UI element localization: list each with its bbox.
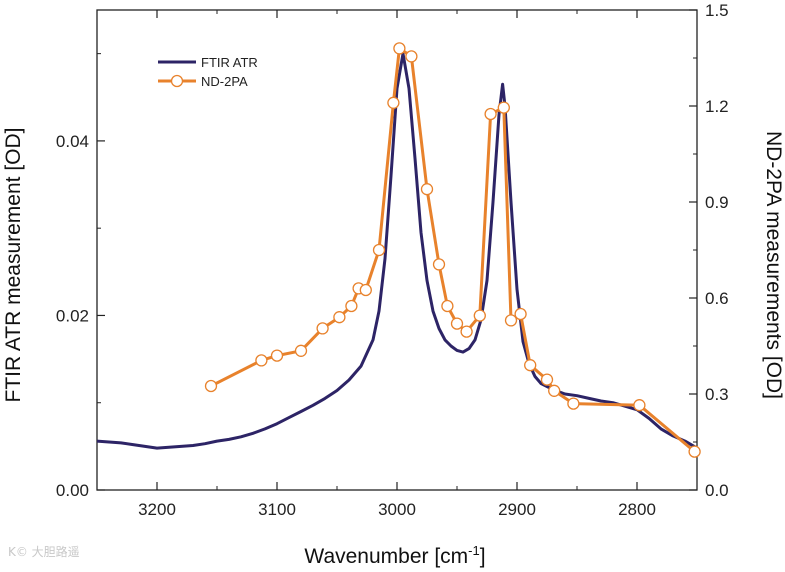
nd2pa-point (460, 325, 473, 338)
nd2pa-point (514, 307, 527, 321)
x-tick-label: 3000 (378, 500, 416, 519)
nd2pa-point (393, 42, 406, 55)
nd2pa-point (497, 101, 510, 114)
x-tick-label: 3200 (138, 500, 176, 519)
nd2pa-point (540, 373, 554, 386)
series-layer (96, 42, 701, 458)
watermark-text: K© 大胆路遥 (8, 544, 80, 559)
nd2pa-point (688, 445, 701, 458)
y-left-tick-label: 0.00 (56, 481, 89, 500)
y-right-tick-label: 0.6 (705, 289, 729, 308)
nd2pa-point (548, 384, 561, 397)
nd2pa-point (270, 349, 284, 362)
nd2pa-point (204, 379, 218, 393)
y-right-tick-label: 0.3 (705, 385, 729, 404)
legend: FTIR ATR ND-2PA (158, 55, 258, 89)
x-tick-label: 2800 (618, 500, 656, 519)
y-right-tick-label: 1.2 (705, 97, 729, 116)
nd2pa-point (420, 183, 434, 196)
nd2pa-line (210, 46, 696, 453)
y-left-tick-label: 0.02 (56, 306, 89, 325)
x-tick-label: 2900 (498, 500, 536, 519)
nd2pa-point (484, 107, 497, 121)
nd2pa-point (441, 299, 454, 313)
nd2pa-point (316, 322, 329, 335)
legend-nd2pa-marker (170, 74, 184, 88)
legend-nd2pa-label: ND-2PA (201, 74, 248, 89)
nd2pa-point (359, 283, 372, 297)
legend-ftir-label: FTIR ATR (201, 55, 258, 70)
y-right-tick-label: 0.0 (705, 481, 729, 500)
nd2pa-point (567, 397, 580, 410)
x-tick-label: 3100 (258, 500, 296, 519)
nd2pa-point (294, 344, 308, 357)
nd2pa-point (405, 50, 418, 63)
nd2pa-point (255, 354, 268, 367)
nd2pa-point (473, 309, 486, 322)
nd2pa-point (432, 258, 446, 271)
nd2pa-point (633, 399, 646, 412)
y-right-axis-title: ND-2PA measurements [OD] (762, 131, 785, 399)
nd2pa-point (504, 314, 518, 327)
y-left-tick-label: 0.04 (56, 132, 89, 151)
ftir-atr-line (96, 52, 698, 450)
nd2pa-point (450, 317, 464, 330)
y-left-axis-title: FTIR ATR measurement [OD] (2, 128, 25, 403)
nd2pa-point (333, 311, 346, 324)
x-axis-title: Wavenumber [cm-1] (304, 543, 485, 568)
nd2pa-point (372, 243, 386, 257)
y-right-tick-label: 1.5 (705, 1, 729, 20)
nd2pa-point (387, 96, 400, 109)
ticks-layer: 3200 3100 3000 2900 2800 0.00 0.02 0.04 0.0 0.3 0.… (56, 1, 729, 519)
nd2pa-point (524, 359, 537, 372)
y-right-tick-label: 0.9 (705, 193, 729, 212)
nd2pa-point (345, 299, 358, 313)
